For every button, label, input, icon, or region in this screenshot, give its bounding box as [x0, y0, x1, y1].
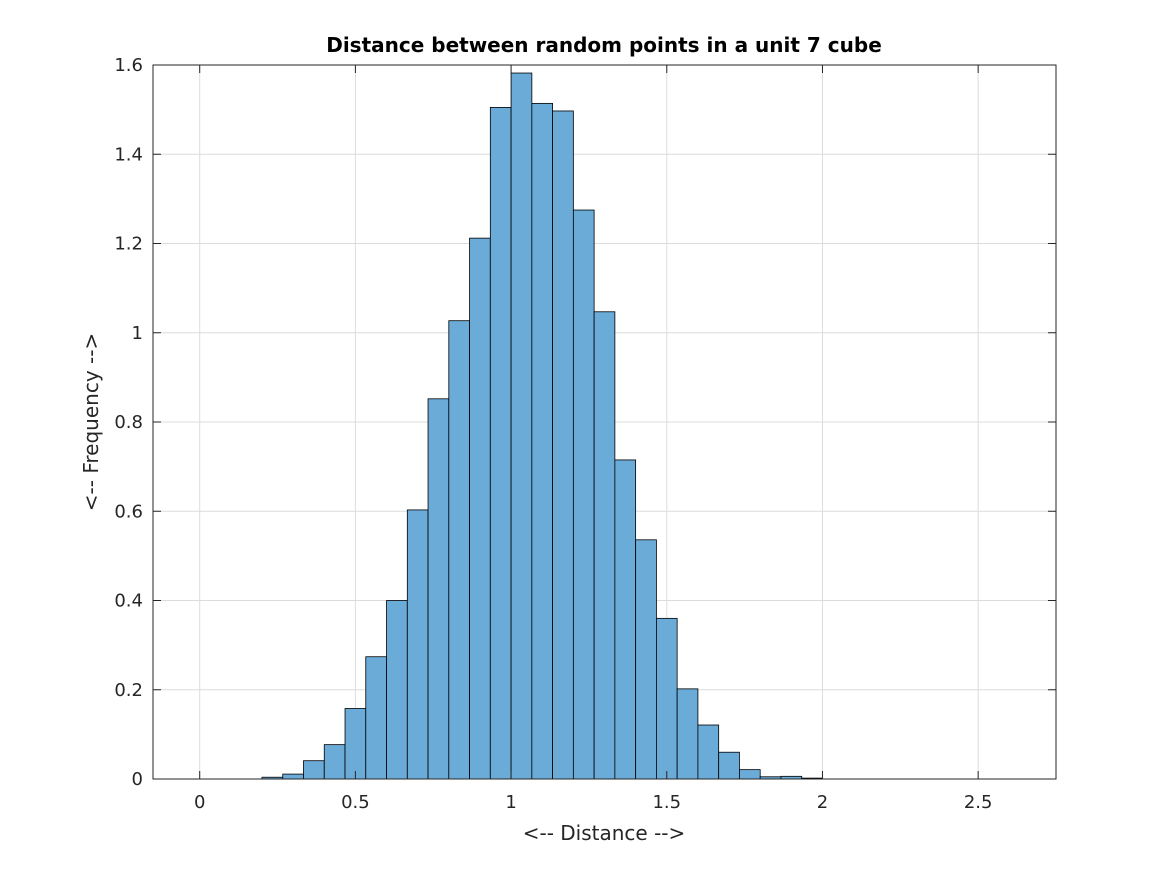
- x-tick-label: 2: [817, 792, 828, 813]
- x-tick-label: 1.5: [652, 792, 681, 813]
- y-axis-label: <-- Frequency -->: [79, 333, 103, 511]
- y-tick-label: 0.2: [114, 680, 143, 701]
- x-tick-labels: 0 0.5 1 1.5 2 2.5: [194, 792, 992, 813]
- histogram-bar: [593, 311, 616, 780]
- histogram-bar: [614, 459, 637, 780]
- chart-title: Distance between random points in a unit…: [326, 33, 882, 57]
- histogram-bar: [469, 237, 491, 780]
- histogram-bar: [656, 617, 678, 780]
- histogram-bar: [552, 110, 574, 780]
- histogram-bars: [261, 72, 823, 780]
- histogram-bar: [697, 724, 720, 780]
- histogram-bar: [386, 600, 408, 780]
- histogram-bar: [282, 773, 304, 780]
- y-tick-label: 1.4: [114, 144, 143, 165]
- histogram-bar: [427, 398, 450, 780]
- x-tick-label: 1: [505, 792, 516, 813]
- y-tick-label: 0: [132, 769, 143, 790]
- x-axis-label: <-- Distance -->: [523, 821, 686, 845]
- histogram-bar: [406, 509, 429, 780]
- histogram-bar: [739, 769, 761, 780]
- histogram-bar: [572, 209, 595, 780]
- y-tick-label: 0.4: [114, 591, 143, 612]
- histogram-bar: [635, 539, 657, 780]
- y-tick-label: 0.8: [114, 412, 143, 433]
- histogram-bar: [303, 760, 325, 780]
- histogram-bar: [510, 72, 533, 780]
- y-tick-labels: 0 0.2 0.4 0.6 0.8 1 1.2 1.4 1.6: [114, 55, 143, 790]
- histogram-bar: [365, 656, 387, 780]
- axis-ticks: [153, 64, 1056, 780]
- y-tick-label: 0.6: [114, 501, 143, 522]
- y-tick-label: 1.6: [114, 55, 143, 76]
- histogram-bar: [676, 688, 699, 780]
- x-tick-label: 0: [194, 792, 205, 813]
- histogram-bar: [718, 751, 740, 780]
- y-tick-label: 1: [132, 323, 143, 344]
- x-tick-label: 0.5: [341, 792, 370, 813]
- histogram-bar: [489, 106, 512, 780]
- x-tick-label: 2.5: [964, 792, 993, 813]
- histogram-bar: [531, 102, 553, 780]
- histogram-bar: [344, 708, 367, 780]
- histogram-bar: [448, 320, 470, 780]
- histogram-bar: [323, 744, 346, 780]
- y-tick-label: 1.2: [114, 234, 143, 255]
